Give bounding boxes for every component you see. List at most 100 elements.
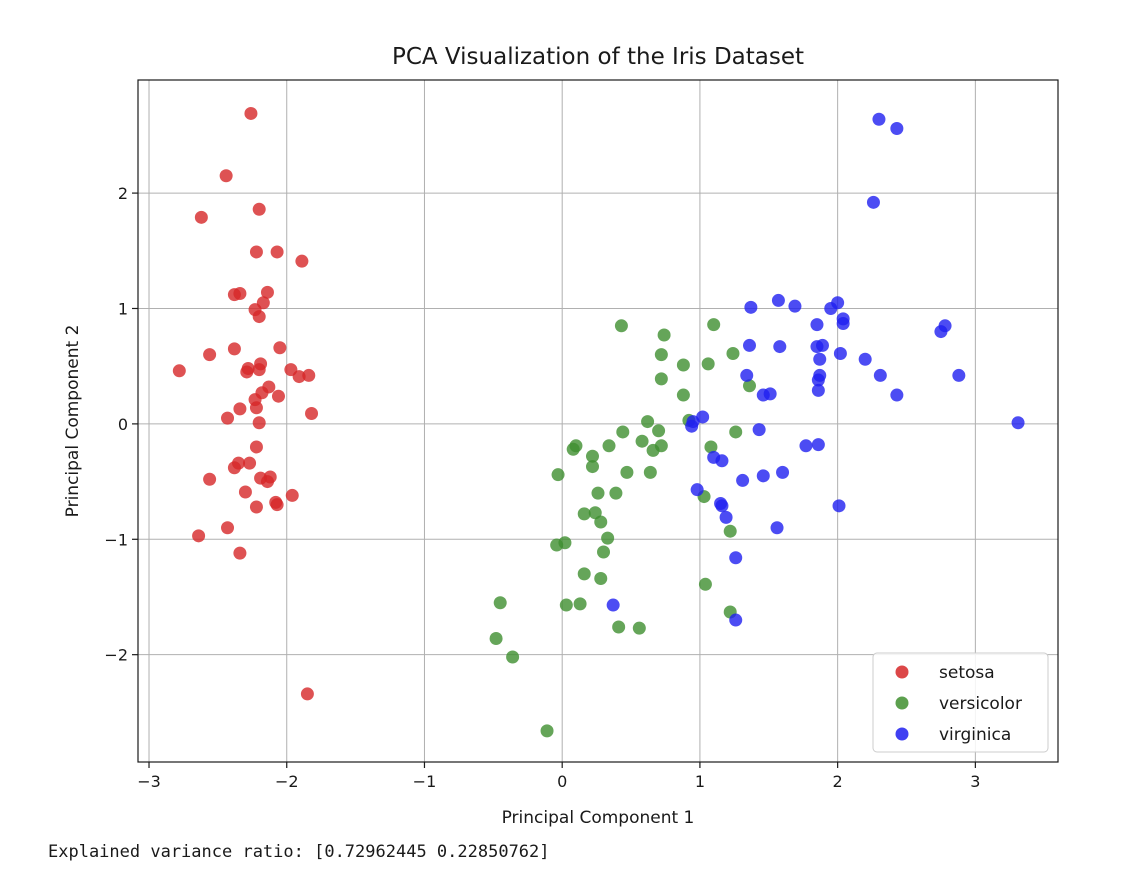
point-versicolor [620, 465, 634, 479]
point-versicolor [566, 442, 580, 456]
point-setosa [238, 485, 252, 499]
point-versicolor [489, 632, 503, 646]
point-versicolor [601, 531, 615, 545]
x-tick-label: −1 [413, 772, 437, 791]
point-versicolor [558, 536, 572, 550]
point-setosa [302, 368, 316, 382]
point-versicolor [540, 724, 554, 738]
point-versicolor [594, 572, 608, 586]
point-virginica [811, 383, 825, 397]
point-setosa [219, 169, 233, 183]
point-setosa [252, 416, 266, 430]
point-virginica [1011, 416, 1025, 430]
point-versicolor [506, 650, 520, 664]
y-tick-label: 2 [118, 184, 128, 203]
point-versicolor [643, 465, 657, 479]
point-virginica [719, 510, 733, 524]
point-virginica [832, 499, 846, 513]
point-setosa [203, 348, 217, 362]
point-versicolor [646, 443, 660, 457]
point-versicolor [742, 379, 756, 393]
legend-marker-setosa [895, 665, 909, 679]
point-virginica [934, 325, 948, 339]
point-virginica [836, 316, 850, 330]
point-virginica [811, 438, 825, 452]
point-virginica [890, 121, 904, 135]
point-versicolor [654, 348, 668, 362]
point-setosa [249, 440, 263, 454]
point-versicolor [551, 468, 565, 482]
point-virginica [776, 465, 790, 479]
y-axis-label: Principal Component 2 [63, 325, 83, 518]
point-setosa [194, 210, 208, 224]
plot-frame [137, 79, 1059, 763]
point-setosa [270, 245, 284, 259]
point-setosa [252, 202, 266, 216]
point-virginica [773, 340, 787, 354]
point-setosa [227, 342, 241, 356]
x-axis-label: Principal Component 1 [502, 808, 695, 828]
legend-label-versicolor: versicolor [939, 694, 1022, 714]
point-setosa [233, 402, 247, 416]
point-versicolor [594, 515, 608, 529]
point-setosa [249, 500, 263, 514]
point-virginica [771, 293, 785, 307]
y-tick-label: 1 [118, 299, 128, 318]
point-setosa [271, 389, 285, 403]
point-virginica [788, 299, 802, 313]
point-versicolor [723, 524, 737, 538]
point-virginica [873, 368, 887, 382]
point-setosa [227, 461, 241, 475]
legend-marker-virginica [895, 727, 909, 741]
point-versicolor [577, 567, 591, 581]
point-virginica [690, 483, 704, 497]
point-setosa [203, 472, 217, 486]
point-versicolor [635, 434, 649, 448]
point-setosa [233, 286, 247, 300]
point-versicolor [612, 620, 626, 634]
point-setosa [305, 406, 319, 420]
point-versicolor [577, 507, 591, 521]
point-virginica [866, 195, 880, 209]
legend-marker-versicolor [895, 696, 909, 710]
point-versicolor [698, 577, 712, 591]
legend-label-setosa: setosa [939, 663, 995, 683]
point-versicolor [559, 598, 573, 612]
point-setosa [244, 106, 258, 120]
point-setosa [295, 254, 309, 268]
point-setosa [240, 365, 254, 379]
point-versicolor [616, 425, 630, 439]
point-virginica [756, 469, 770, 483]
point-versicolor [726, 346, 740, 360]
point-virginica [744, 300, 758, 314]
legend-box [872, 652, 1049, 753]
point-versicolor [614, 319, 628, 333]
point-virginica [752, 423, 766, 437]
point-virginica [890, 388, 904, 402]
x-tick-label: 0 [557, 772, 567, 791]
y-tick-label: −1 [104, 530, 128, 549]
point-virginica [799, 439, 813, 453]
point-virginica [831, 296, 845, 310]
point-versicolor [493, 596, 507, 610]
point-versicolor [676, 358, 690, 372]
point-versicolor [641, 415, 655, 429]
x-tick-label: 3 [970, 772, 980, 791]
point-virginica [715, 454, 729, 468]
y-tick-label: −2 [104, 646, 128, 665]
point-setosa [243, 456, 257, 470]
point-setosa [249, 245, 263, 259]
point-virginica [770, 521, 784, 535]
point-virginica [685, 419, 699, 433]
x-tick-label: −2 [275, 772, 299, 791]
point-virginica [715, 499, 729, 513]
point-virginica [815, 338, 829, 352]
point-versicolor [704, 440, 718, 454]
point-setosa [270, 498, 284, 512]
y-tick-label: 0 [118, 415, 128, 434]
point-setosa [192, 529, 206, 543]
point-versicolor [597, 545, 611, 559]
point-virginica [833, 346, 847, 360]
x-tick-label: −3 [137, 772, 161, 791]
legend-label-virginica: virginica [939, 725, 1011, 745]
